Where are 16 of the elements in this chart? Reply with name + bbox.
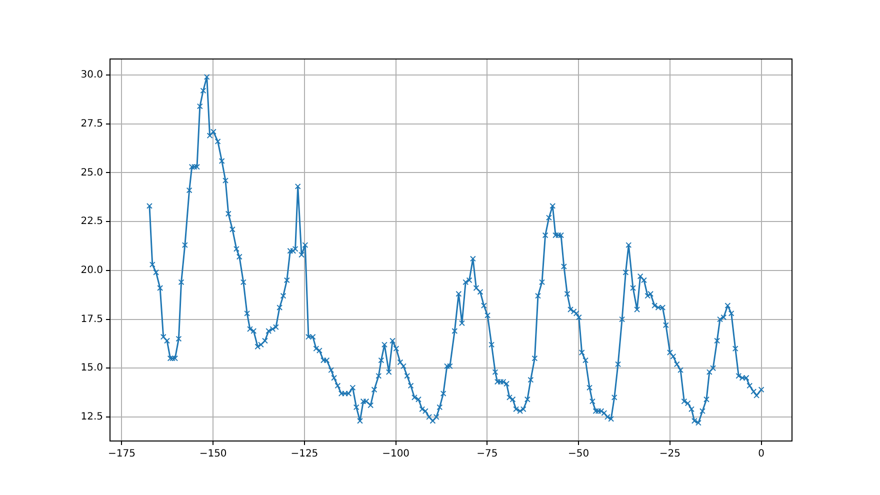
x-tick-label: −175 [108, 448, 136, 460]
x-tick-label: −25 [659, 448, 680, 460]
x-tick-label: −75 [476, 448, 498, 460]
x-tick-label: 0 [758, 448, 764, 460]
x-tick-label: −125 [290, 448, 318, 460]
y-tick-label: 30.0 [80, 70, 103, 81]
x-tick-label: −100 [382, 448, 410, 460]
y-tick-label: 15.0 [80, 362, 103, 374]
y-tick-label: 20.0 [80, 265, 103, 276]
y-tick-label: 12.5 [80, 412, 103, 423]
y-tick-label: 25.0 [80, 167, 103, 178]
y-tick-label: 17.5 [80, 314, 103, 325]
y-tick-label: 22.5 [80, 216, 103, 228]
y-tick-label: 27.5 [80, 118, 103, 130]
x-tick-label: −150 [199, 448, 227, 460]
x-tick-label: −50 [568, 448, 590, 460]
